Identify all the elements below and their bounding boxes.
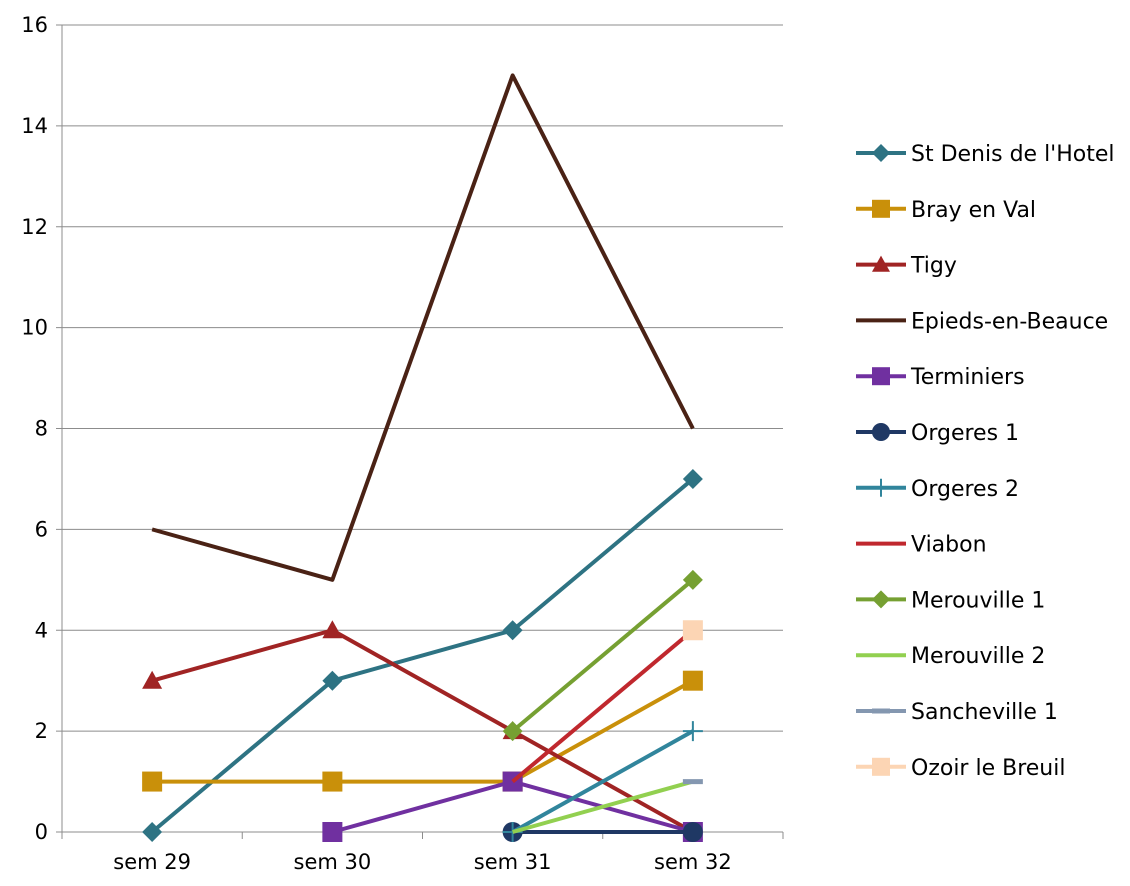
legend-label: Merouville 2 <box>911 644 1045 669</box>
series-line <box>152 479 693 832</box>
legend-label: St Denis de l'Hotel <box>911 142 1115 167</box>
x-tick-label: sem 31 <box>474 850 552 874</box>
legend-label: Bray en Val <box>911 198 1036 223</box>
square-marker <box>872 200 890 218</box>
square-marker <box>872 367 890 385</box>
legend-label: Terminiers <box>910 365 1025 390</box>
legend-label: Ozoir le Breuil <box>911 756 1065 781</box>
square-marker <box>683 620 703 640</box>
diamond-marker <box>872 144 890 162</box>
y-tick-label: 16 <box>21 13 48 37</box>
legend-item: Orgeres 2 <box>856 477 1019 502</box>
y-tick-label: 0 <box>35 820 48 844</box>
y-tick-label: 4 <box>35 618 48 642</box>
series-6 <box>503 721 703 842</box>
y-tick-label: 10 <box>21 316 48 340</box>
square-marker <box>142 772 162 792</box>
legend-label: Merouville 1 <box>911 588 1045 613</box>
series-0 <box>142 469 703 842</box>
legend-item: Terminiers <box>856 365 1025 390</box>
series-lines <box>142 75 703 842</box>
legend: St Denis de l'Hotel Bray en Val Tigy Epieds… <box>856 142 1115 781</box>
series-11 <box>683 620 703 640</box>
legend-item: Merouville 2 <box>856 644 1045 669</box>
gridlines <box>62 25 783 731</box>
triangle-marker <box>322 620 342 638</box>
y-tick-label: 6 <box>35 517 48 541</box>
legend-item: Viabon <box>856 533 987 558</box>
circle-marker <box>872 423 890 441</box>
y-tick-label: 2 <box>35 719 48 743</box>
legend-item: Sancheville 1 <box>856 700 1058 725</box>
legend-label: Viabon <box>911 533 987 558</box>
y-tick-label: 8 <box>35 417 48 441</box>
legend-item: Epieds-en-Beauce <box>856 309 1108 334</box>
series-8 <box>503 570 703 741</box>
legend-item: Merouville 1 <box>856 588 1045 613</box>
x-tick-label: sem 30 <box>294 850 372 874</box>
legend-item: Tigy <box>856 254 957 279</box>
circle-marker <box>683 822 703 842</box>
y-tick-label: 14 <box>21 114 48 138</box>
legend-label: Sancheville 1 <box>911 700 1058 725</box>
legend-label: Orgeres 2 <box>911 477 1019 502</box>
legend-label: Tigy <box>910 254 957 279</box>
legend-label: Epieds-en-Beauce <box>911 309 1108 334</box>
legend-item: Bray en Val <box>856 198 1036 223</box>
legend-item: Orgeres 1 <box>856 421 1019 446</box>
square-marker <box>322 822 342 842</box>
x-tick-label: sem 29 <box>113 850 191 874</box>
plus-marker <box>872 479 890 497</box>
y-tick-label: 12 <box>21 215 48 239</box>
legend-item: St Denis de l'Hotel <box>856 142 1115 167</box>
legend-item: Ozoir le Breuil <box>856 756 1065 781</box>
square-marker <box>872 758 890 776</box>
legend-label: Orgeres 1 <box>911 421 1019 446</box>
x-tick-label: sem 32 <box>654 850 732 874</box>
diamond-marker <box>872 590 890 608</box>
square-marker <box>322 772 342 792</box>
plus-marker <box>683 721 703 741</box>
square-marker <box>683 671 703 691</box>
